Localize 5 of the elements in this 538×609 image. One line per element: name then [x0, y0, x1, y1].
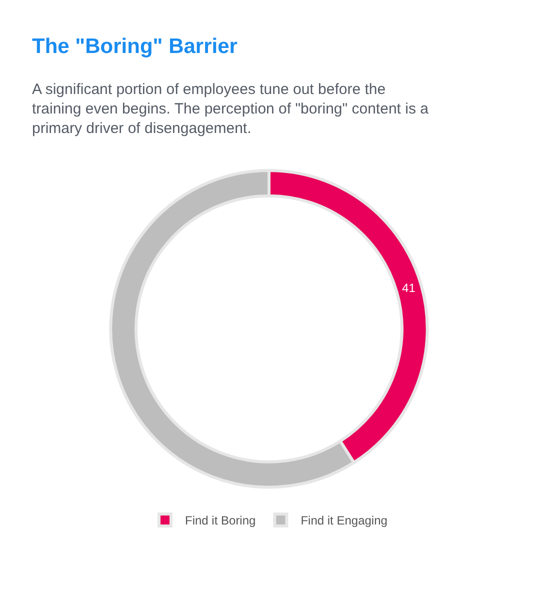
legend-label: Find it Boring	[185, 514, 256, 528]
chart-subtitle: A significant portion of employees tune out before the training even begins. The perception of "boring" content is a primary driver of disengagement.	[32, 81, 430, 137]
chart-title: The "Boring" Barrier	[32, 35, 238, 58]
legend-label: Find it Engaging	[300, 514, 388, 528]
data-label: 41	[402, 281, 416, 296]
